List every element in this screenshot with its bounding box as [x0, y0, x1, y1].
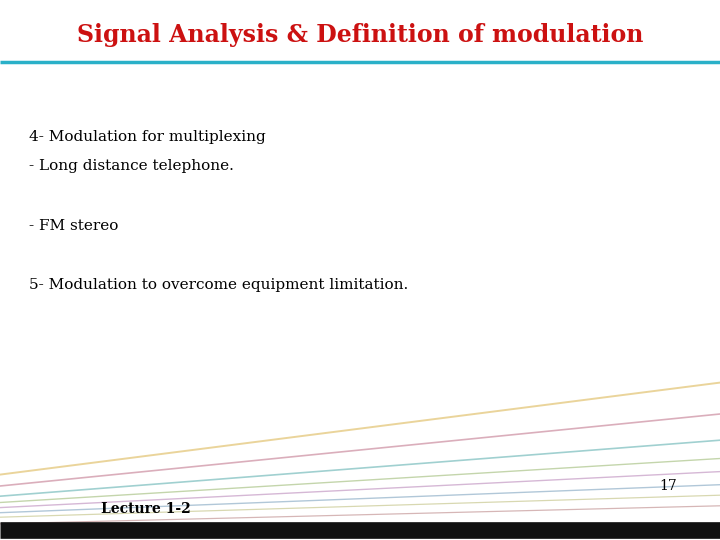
Text: 5- Modulation to overcome equipment limitation.: 5- Modulation to overcome equipment limi… — [29, 278, 408, 292]
Text: - FM stereo: - FM stereo — [29, 219, 118, 233]
Text: Lecture 1-2: Lecture 1-2 — [101, 502, 191, 516]
Text: 4- Modulation for multiplexing: 4- Modulation for multiplexing — [29, 130, 266, 144]
Text: 17: 17 — [659, 479, 677, 493]
Text: - Long distance telephone.: - Long distance telephone. — [29, 159, 234, 173]
Text: Signal Analysis & Definition of modulation: Signal Analysis & Definition of modulati… — [77, 23, 643, 47]
